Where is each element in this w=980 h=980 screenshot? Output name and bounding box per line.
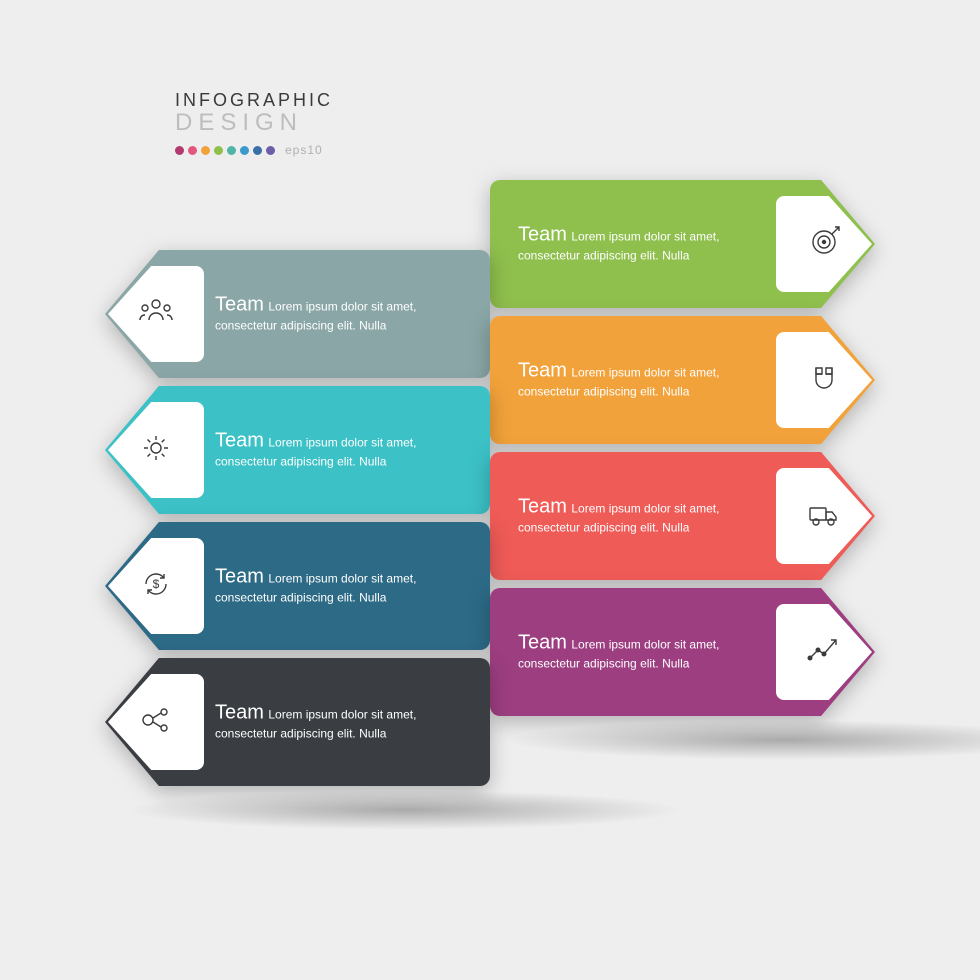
icon-tab bbox=[776, 332, 872, 428]
palette-dot bbox=[253, 146, 262, 155]
team-card: Team Lorem ipsum dolor sit amet, consect… bbox=[105, 386, 490, 514]
card-content: Team Lorem ipsum dolor sit amet, consect… bbox=[215, 429, 470, 470]
card-title: Team bbox=[518, 359, 567, 381]
team-card: Team Lorem ipsum dolor sit amet, consect… bbox=[105, 658, 490, 786]
card-content: Team Lorem ipsum dolor sit amet, consect… bbox=[518, 495, 765, 536]
trend-icon bbox=[806, 632, 842, 673]
header-dots: eps10 bbox=[175, 143, 333, 157]
magnet-icon bbox=[806, 360, 842, 401]
team-card: Team Lorem ipsum dolor sit amet, consect… bbox=[490, 452, 875, 580]
palette-dot bbox=[188, 146, 197, 155]
graph-nodes-icon bbox=[138, 702, 174, 743]
team-card: $ Team Lorem ipsum dolor sit amet, consec… bbox=[105, 522, 490, 650]
floor-shadow bbox=[505, 720, 980, 760]
palette-dot bbox=[175, 146, 184, 155]
palette-dot bbox=[266, 146, 275, 155]
icon-tab bbox=[108, 402, 204, 498]
header-subtitle: DESIGN bbox=[175, 109, 333, 137]
card-content: Team Lorem ipsum dolor sit amet, consect… bbox=[215, 565, 470, 606]
card-content: Team Lorem ipsum dolor sit amet, consect… bbox=[215, 293, 470, 334]
icon-tab bbox=[776, 468, 872, 564]
icon-tab bbox=[776, 196, 872, 292]
card-title: Team bbox=[518, 495, 567, 517]
icon-tab: $ bbox=[108, 538, 204, 634]
dollar-cycle-icon: $ bbox=[138, 566, 174, 607]
palette-dot bbox=[240, 146, 249, 155]
icon-tab bbox=[776, 604, 872, 700]
icon-tab bbox=[108, 674, 204, 770]
card-title: Team bbox=[518, 631, 567, 653]
palette-dot bbox=[214, 146, 223, 155]
header: INFOGRAPHIC DESIGN eps10 bbox=[175, 90, 333, 157]
palette-dot bbox=[227, 146, 236, 155]
eps-label: eps10 bbox=[285, 143, 323, 157]
team-card: Team Lorem ipsum dolor sit amet, consect… bbox=[490, 588, 875, 716]
card-title: Team bbox=[518, 223, 567, 245]
card-title: Team bbox=[215, 429, 264, 451]
infographic-stage: Team Lorem ipsum dolor sit amet, consect… bbox=[105, 180, 875, 860]
team-card: Team Lorem ipsum dolor sit amet, consect… bbox=[105, 250, 490, 378]
svg-text:$: $ bbox=[153, 577, 160, 591]
icon-tab bbox=[108, 266, 204, 362]
card-content: Team Lorem ipsum dolor sit amet, consect… bbox=[518, 223, 765, 264]
card-title: Team bbox=[215, 293, 264, 315]
card-title: Team bbox=[215, 565, 264, 587]
target-icon bbox=[806, 224, 842, 265]
header-title: INFOGRAPHIC bbox=[175, 90, 333, 111]
card-content: Team Lorem ipsum dolor sit amet, consect… bbox=[215, 701, 470, 742]
gear-icon bbox=[138, 430, 174, 471]
card-content: Team Lorem ipsum dolor sit amet, consect… bbox=[518, 359, 765, 400]
card-title: Team bbox=[215, 701, 264, 723]
people-icon bbox=[138, 294, 174, 335]
floor-shadow bbox=[125, 790, 685, 830]
team-card: Team Lorem ipsum dolor sit amet, consect… bbox=[490, 180, 875, 308]
truck-icon bbox=[806, 496, 842, 537]
card-content: Team Lorem ipsum dolor sit amet, consect… bbox=[518, 631, 765, 672]
team-card: Team Lorem ipsum dolor sit amet, consect… bbox=[490, 316, 875, 444]
palette-dot bbox=[201, 146, 210, 155]
